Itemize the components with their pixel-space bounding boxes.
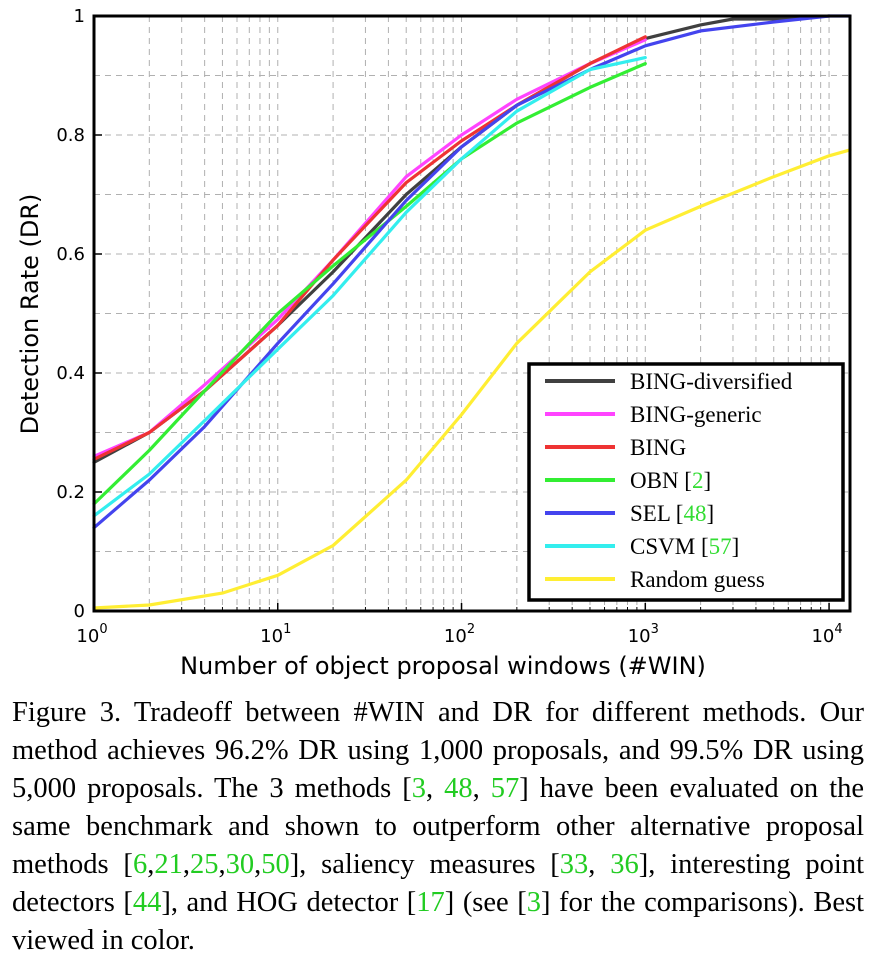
legend-label: BING — [630, 435, 686, 460]
citation-link[interactable]: 21 — [154, 849, 183, 880]
series-line-bing-generic — [92, 38, 647, 458]
citation-link[interactable]: 44 — [132, 887, 162, 918]
x-tick-label: 103 — [628, 622, 659, 647]
legend-label: BING-generic — [630, 402, 762, 427]
citation-link[interactable]: 3 — [411, 773, 426, 804]
y-tick-label: 1 — [74, 6, 85, 27]
y-axis-title: Detection Rate (DR) — [16, 194, 44, 435]
plot-frame — [92, 14, 852, 613]
y-tick-label: 0.2 — [56, 482, 85, 503]
series-line-csvm — [92, 55, 647, 518]
citation-link[interactable]: 36 — [610, 849, 639, 880]
citation-link[interactable]: 33 — [559, 849, 589, 880]
legend-label: Random guess — [630, 567, 765, 592]
series-line-obn — [92, 61, 647, 506]
citation-link[interactable]: 57 — [490, 773, 520, 804]
legend-label: OBN [2] — [630, 468, 711, 493]
x-tick-label: 101 — [260, 622, 291, 647]
y-tick-label: 0.4 — [56, 363, 85, 384]
y-tick-label: 0 — [74, 601, 85, 622]
figure-caption: Figure 3. Tradeoff between #WIN and DR f… — [12, 697, 865, 956]
series-line-random-guess — [92, 148, 852, 610]
x-tick-label: 104 — [811, 622, 842, 647]
legend-label: CSVM [57] — [630, 534, 739, 559]
y-tick-label: 0.6 — [56, 244, 85, 265]
citation-link[interactable]: 6 — [132, 849, 148, 880]
legend-label: BING-diversified — [630, 369, 793, 394]
x-tick-label: 100 — [76, 622, 107, 647]
citation-link[interactable]: 30 — [225, 849, 255, 880]
series-lines — [92, 14, 852, 610]
citation-link[interactable]: 17 — [416, 887, 445, 918]
citation-link[interactable]: 50 — [261, 849, 290, 880]
series-line-bing — [92, 35, 647, 461]
citation-link[interactable]: 25 — [189, 849, 219, 880]
citation-link[interactable]: 3 — [526, 887, 541, 918]
citation-link[interactable]: 48 — [444, 773, 473, 804]
x-axis-title: Number of object proposal windows (#WIN) — [180, 652, 706, 680]
legend: BING-diversified BING-generic BING OBN [2] S… — [527, 362, 845, 602]
legend-label: SEL [48] — [630, 501, 714, 526]
y-tick-label: 0.8 — [56, 125, 85, 146]
x-tick-label: 102 — [444, 622, 475, 647]
detection-rate-chart: 100 101 102 103 104 0 0.2 0.4 0.6 0.8 1 BING-diver… — [16, 6, 852, 680]
series-line-sel — [92, 14, 852, 530]
